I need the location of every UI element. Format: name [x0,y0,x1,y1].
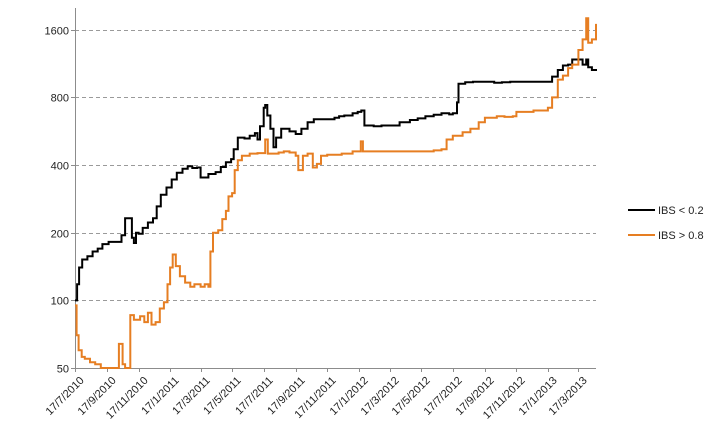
legend-label: IBS < 0.2 [658,205,704,217]
series-line-ibs-low [75,58,597,302]
y-tick-label: 400 [51,161,69,173]
series-line-ibs-high [75,17,597,369]
y-tick-label: 1600 [45,26,69,38]
gridlines [75,30,596,301]
legend-label: IBS > 0.8 [658,230,704,242]
y-tick-label: 50 [57,364,69,376]
legend: IBS < 0.2 IBS > 0.8 [628,205,704,242]
series-lines [75,17,597,369]
y-tick-label: 800 [51,93,69,105]
axes: 50100200400800160017/7/201017/9/201017/1… [44,8,596,422]
y-tick-label: 200 [51,229,69,241]
y-tick-label: 100 [51,296,69,308]
